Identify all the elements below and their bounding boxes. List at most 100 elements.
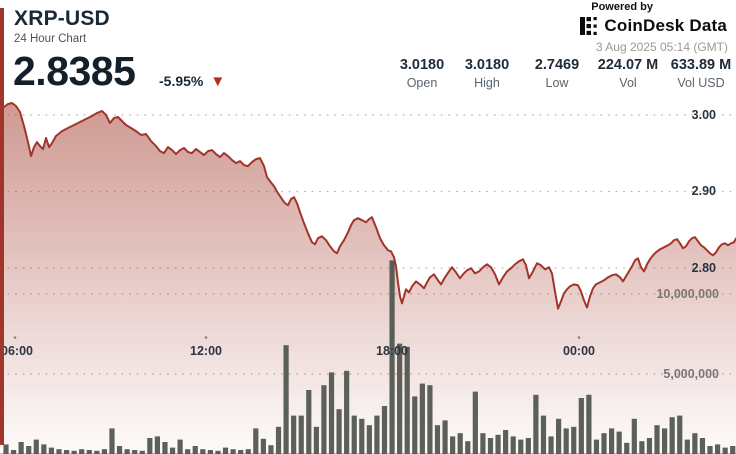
volume-bar (639, 441, 645, 454)
volume-bar (79, 449, 85, 454)
volume-bar (192, 446, 198, 454)
volume-bar (56, 449, 62, 454)
volume-bar (101, 449, 108, 454)
volume-bar (510, 436, 516, 454)
volume-bar (116, 446, 123, 454)
volume-bar (238, 450, 244, 454)
volume-bar (26, 446, 32, 454)
volume-bar (609, 428, 615, 454)
volume-bar (586, 394, 592, 454)
volume-bar (336, 409, 342, 454)
x-tick-1800: 18:00 (376, 344, 408, 358)
volume-bar (328, 372, 335, 454)
provider-logo-row: CoinDesk Data (580, 16, 727, 36)
powered-by-label: Powered by (591, 1, 653, 13)
volume-bar (442, 420, 448, 454)
volume-bar (669, 417, 675, 454)
stat-low: 2.7469 Low (535, 57, 579, 90)
volume-bar (147, 438, 153, 454)
volume-bar (495, 434, 501, 454)
volume-bar (450, 436, 456, 454)
volume-bar (631, 418, 637, 454)
volume-bar (185, 449, 191, 454)
chart-subtitle: 24 Hour Chart (14, 33, 87, 45)
volume-bar (359, 418, 365, 454)
volume-bar (556, 418, 562, 454)
stat-high-value: 3.0180 (464, 57, 510, 73)
volume-bar (313, 426, 319, 454)
volume-bar (487, 438, 494, 454)
volume-bar (624, 442, 630, 454)
volume-bar (419, 383, 425, 454)
x-tick-0000: 00:00 (563, 344, 595, 358)
stat-open-value: 3.0180 (399, 57, 445, 73)
volume-bar (306, 390, 312, 454)
volume-bar (722, 447, 728, 454)
volume-bar (404, 346, 410, 454)
volume-bar (207, 450, 213, 454)
stat-high: 3.0180 High (465, 57, 509, 90)
volume-bar (48, 447, 55, 454)
volume-bar (465, 441, 471, 454)
volume-tick-10m: 10,000,000 (656, 287, 719, 301)
chart-timestamp: 3 Aug 2025 05:14 (GMT) (595, 40, 728, 54)
volume-bar (132, 450, 138, 454)
stat-open-label: Open (406, 76, 438, 90)
price-tick-2.90: 2.90 (691, 184, 716, 198)
price-tick-3.00: 3.00 (691, 108, 716, 122)
volume-bar (283, 345, 289, 454)
volume-bar (578, 398, 584, 454)
volume-bar (139, 450, 145, 454)
price-area-fill (4, 103, 736, 454)
volume-bar (540, 415, 547, 454)
volume-bar (434, 425, 441, 454)
volume-bar (177, 439, 183, 454)
price-line (3, 102, 736, 310)
volume-bar (321, 385, 327, 454)
volume-bar (71, 450, 77, 454)
volume-bar (41, 444, 47, 454)
current-price: 2.8385 (13, 48, 136, 94)
volume-bar (548, 436, 554, 454)
volume-bar (291, 415, 297, 454)
price-change: -5.95% ▼ (159, 73, 225, 89)
volume-bar (200, 449, 206, 454)
volume-bar (381, 406, 388, 454)
volume-bar (374, 415, 380, 454)
volume-bar (215, 450, 221, 454)
volume-bar (533, 394, 539, 454)
stat-vol: 224.07 M Vol (598, 57, 658, 90)
volume-bars (3, 260, 736, 454)
volume-bar (397, 343, 403, 454)
volume-bar (18, 442, 24, 454)
volume-bar (646, 438, 653, 454)
volume-bar (268, 445, 274, 454)
volume-bar (707, 446, 713, 454)
volume-bar (661, 428, 668, 454)
stat-vol-value: 224.07 M (597, 57, 659, 73)
stat-high-label: High (474, 76, 500, 90)
provider-name: CoinDesk Data (604, 16, 727, 35)
volume-bar (427, 385, 433, 454)
volume-bar (230, 449, 236, 454)
symbol-title: XRP-USD (14, 7, 110, 30)
volume-bar (222, 447, 229, 454)
stat-open: 3.0180 Open (400, 57, 444, 90)
volume-bar (616, 431, 622, 454)
stat-vol-usd: 633.89 M Vol USD (671, 57, 731, 90)
volume-bar (63, 450, 70, 454)
volume-tick-5m: 5,000,000 (663, 367, 719, 381)
price-tick-2.80: 2.80 (691, 261, 716, 275)
down-arrow-icon: ▼ (210, 72, 226, 90)
x-tick-0600: 06:00 (1, 344, 33, 358)
volume-bar (699, 438, 706, 454)
stat-vol-usd-value: 633.89 M (670, 57, 732, 73)
accent-left-border (0, 8, 4, 445)
volume-bar (389, 260, 395, 454)
price-change-percent: -5.95% (159, 73, 204, 89)
volume-bar (730, 446, 736, 454)
volume-bar (245, 449, 251, 454)
volume-bar (169, 447, 176, 454)
volume-bar (10, 450, 17, 454)
stat-vol-usd-label: Vol USD (677, 76, 725, 90)
